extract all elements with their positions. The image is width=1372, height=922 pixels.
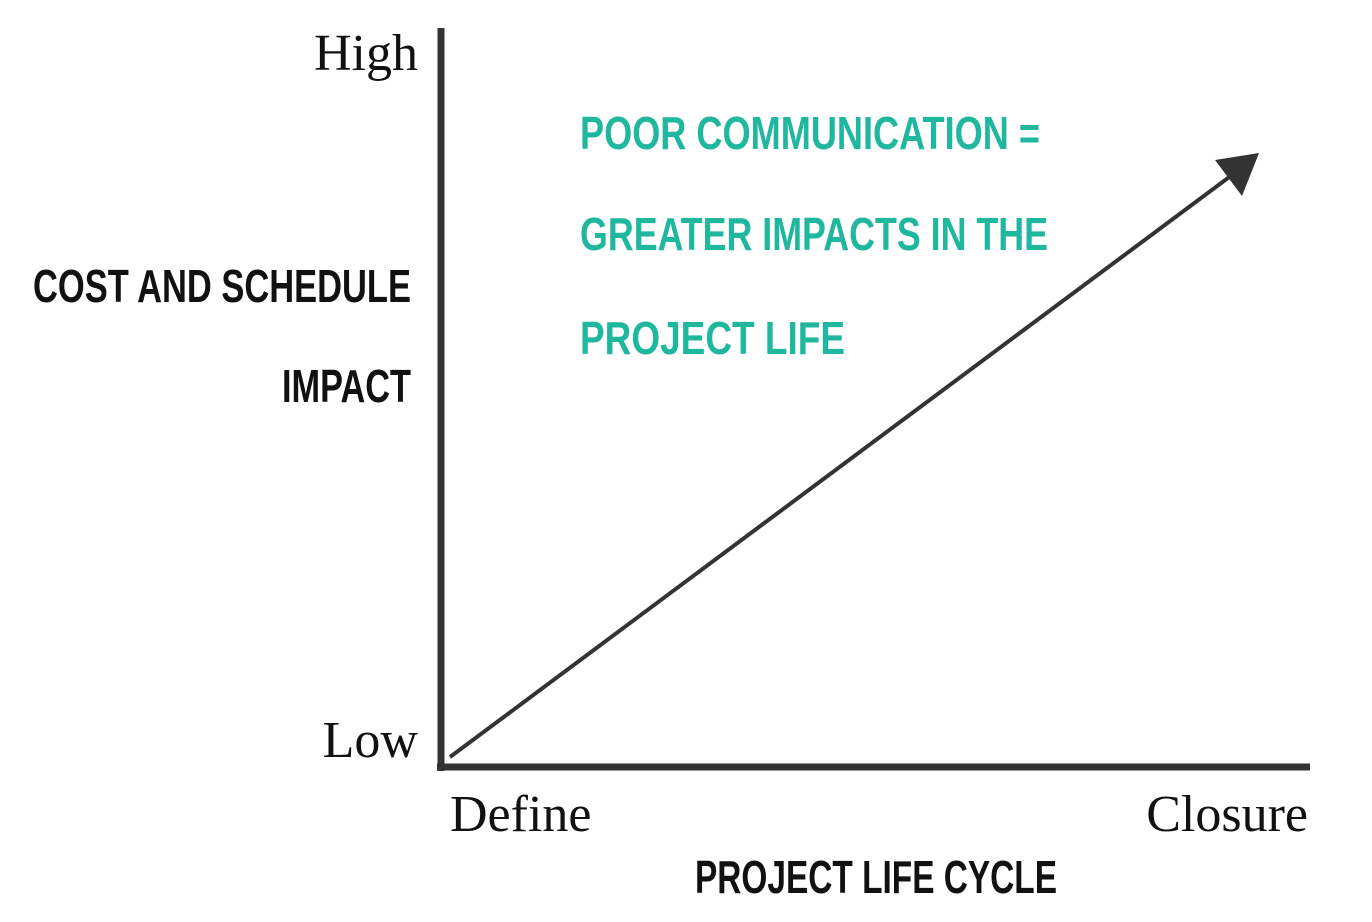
trend-arrow: [448, 170, 1238, 759]
y-low-label: Low: [323, 712, 419, 769]
x-axis-title: PROJECT LIFE CYCLE: [695, 851, 1057, 903]
x-start-label: Define: [450, 786, 591, 843]
y-high-label: High: [314, 25, 418, 82]
y-axis-title: COST AND SCHEDULE: [33, 260, 411, 312]
annotation-line: PROJECT LIFE: [580, 312, 845, 364]
annotation-line: GREATER IMPACTS IN THE: [580, 208, 1048, 260]
annotation-line: POOR COMMUNICATION =: [580, 107, 1040, 159]
y-axis-title: IMPACT: [282, 360, 411, 412]
arrow-head: [1215, 153, 1259, 196]
x-end-label: Closure: [1146, 786, 1308, 843]
